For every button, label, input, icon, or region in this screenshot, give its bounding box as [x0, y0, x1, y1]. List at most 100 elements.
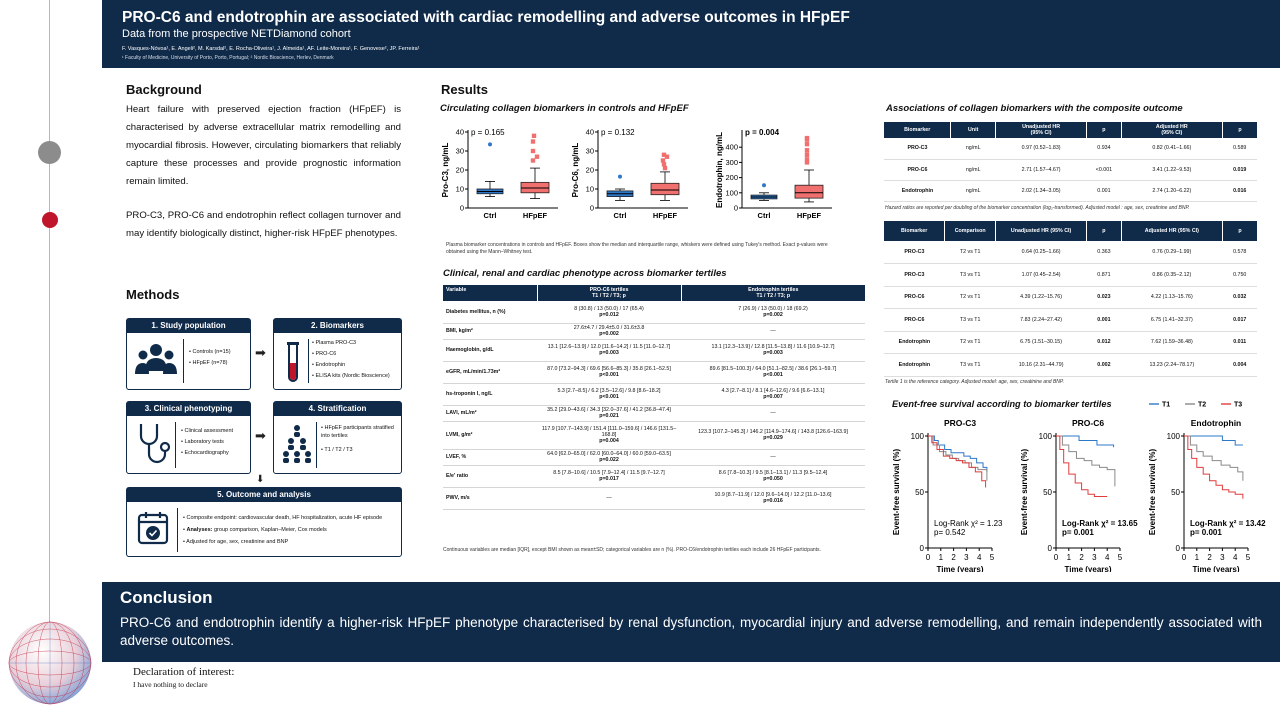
- km-curve-T1: [1184, 435, 1243, 446]
- legend-label-T1: T1: [1162, 402, 1170, 409]
- x-tick-label: 3: [1092, 553, 1097, 562]
- outlier-point: [804, 152, 810, 157]
- y-axis-label: Event-free survival (%): [892, 449, 901, 536]
- table-row: PRO-C6 T2 vs T1 4.39 (1.22–15.76) 0.023 4.22…: [884, 286, 1257, 309]
- table-cell-p: 0.032: [1222, 286, 1257, 309]
- outlier-point: [618, 174, 622, 179]
- table-cell-proc6: —: [537, 487, 681, 510]
- x-tick-label: Ctrl: [758, 211, 771, 220]
- table-cell-p: 0.589: [1222, 138, 1257, 160]
- log-rank-stat: Log-Rank χ² = 1.23: [934, 519, 1003, 528]
- declaration-title: Declaration of interest:: [133, 666, 235, 678]
- table-cell-proc6: 8.5 [7.8–10.6] / 10.5 [7.9–12.4] / 11.5 …: [537, 465, 681, 488]
- table-cell-adjusted-hr: 0.76 (0.29–1.99): [1121, 241, 1223, 264]
- background-heading: Background: [126, 82, 202, 97]
- column-header: Adjusted HR (95% CI): [1121, 221, 1224, 241]
- poster-header: PRO-C6 and endotrophin are associated wi…: [102, 0, 1280, 68]
- table-cell-adjusted-hr: 6.75 (1.41–32.37): [1121, 308, 1223, 332]
- column-header: PRO-C6 tertiles T1 / T2 / T3; p: [537, 285, 682, 301]
- x-axis-label: Time (years): [937, 565, 984, 572]
- column-header: Biomarker: [884, 221, 946, 241]
- method-item: • PRO-C6: [312, 351, 337, 357]
- boxplot-1: 0 10 20 30 40 Pro-C6, ng/mL p = 0.132 Ctrl HFpEF: [571, 128, 688, 220]
- table-cell-p: 0.750: [1222, 263, 1257, 287]
- table-cell-biomarker: Endotrophin: [884, 331, 945, 354]
- association-table: Biomarker Unit Unadjusted HR (95% CI) p A…: [884, 122, 1257, 202]
- y-tick-label: 10: [586, 185, 594, 194]
- km-curve-T2: [928, 435, 988, 481]
- log-rank-stat: Log-Rank χ² = 13.42: [1190, 519, 1266, 528]
- table-cell-adjusted-hr: 4.22 (1.13–15.76): [1121, 286, 1223, 309]
- stethoscope-icon: [139, 424, 171, 464]
- column-header: Endotrophin tertiles T1 / T2 / T3; p: [681, 285, 865, 301]
- method-item: • ELISA kits (Nordic Bioscience): [312, 373, 390, 379]
- boxplots-title: Circulating collagen biomarkers in contr…: [440, 103, 689, 114]
- y-tick-label: 30: [456, 147, 464, 156]
- method-item: • Laboratory tests: [181, 439, 224, 445]
- y-tick-label: 50: [1043, 488, 1052, 497]
- y-tick-label: 40: [456, 128, 464, 137]
- table-cell-endotrophin: 10.9 [8.7–11.9] / 12.0 [9.6–14.0] / 12.2…: [681, 487, 865, 510]
- globe-logo-icon: [8, 621, 92, 705]
- x-axis-label: Time (years): [1065, 565, 1112, 572]
- table-row: LVEF, % 64.0 [62.0–65.0] / 62.0 [60.0–64.…: [443, 449, 865, 466]
- method-items: • Clinical assessment • Laboratory tests…: [181, 426, 233, 459]
- table-cell-proc6: 64.0 [62.0–65.0] / 62.0 [60.0–64.0] / 60…: [537, 449, 681, 466]
- table-cell-p: 0.004: [1222, 353, 1257, 377]
- table-cell-adjusted-hr: 7.62 (1.59–36.48): [1121, 331, 1223, 354]
- sidebar-line: [49, 0, 50, 640]
- table-cell-variable: LVEF, %: [443, 449, 537, 466]
- table-cell-unit: ng/mL: [950, 159, 996, 181]
- x-tick-label: 2: [951, 553, 956, 562]
- declaration-text: I have nothing to declare: [133, 680, 208, 689]
- boxplot-0: 0 10 20 30 40 Pro-C3, ng/mL p = 0.165 Ctrl HFpEF: [441, 128, 558, 220]
- log-rank-p: p= 0.542: [934, 528, 966, 537]
- outlier-point: [530, 139, 536, 144]
- table-row: PRO-C3 ng/mL 0.97 (0.52–1.83) 0.934 0.82 (0.…: [884, 138, 1257, 160]
- table-cell-p: 0.017: [1222, 308, 1257, 332]
- table-cell-variable: Diabetes mellitus, n (%): [443, 301, 537, 324]
- table-cell-adjusted-hr: 3.41 (1.22–9.53): [1121, 159, 1223, 181]
- tertile-table-footnote: Tertile 1 is the reference category. Adj…: [885, 379, 1064, 385]
- outlier-point: [804, 135, 810, 141]
- y-tick-label: 400: [725, 143, 738, 152]
- table-cell-unadjusted-hr: 0.97 (0.52–1.83): [995, 138, 1087, 160]
- association-table-title: Associations of collagen biomarkers with…: [886, 103, 1183, 114]
- column-header: Comparison: [944, 221, 996, 241]
- table-row: hs-troponin I, ng/L 5.3 [2.7–8.5] / 6.2 […: [443, 383, 865, 406]
- table-row: PRO-C3 T3 vs T1 1.07 (0.45–2.54) 0.871 0.86 …: [884, 263, 1257, 287]
- y-axis-label: Endotrophin, ng/mL: [715, 132, 724, 208]
- table-cell-biomarker: PRO-C3: [884, 241, 945, 264]
- km-legend: T1 T2 T3: [1149, 402, 1242, 409]
- divider: [183, 339, 184, 383]
- method-items: • Plasma PRO-C3 • PRO-C6 • Endotrophin •…: [312, 338, 390, 382]
- table-cell-p: 0.934: [1086, 138, 1122, 160]
- x-tick-label: 0: [1054, 553, 1059, 562]
- p-value-label: p = 0.004: [745, 128, 780, 137]
- table-cell-adjusted-hr: 2.74 (1.20–6.22): [1121, 180, 1223, 202]
- table-cell-unadjusted-hr: 4.39 (1.22–15.76): [995, 286, 1087, 309]
- y-axis-label: Pro-C6, ng/mL: [571, 143, 580, 198]
- conclusion-banner: Conclusion PRO-C6 and endotrophin identi…: [102, 582, 1280, 662]
- y-tick-label: 200: [725, 173, 738, 182]
- table-cell-proc6: 27.6±4.7 / 29.4±5.0 / 31.6±3.8 p=0.002: [537, 323, 681, 340]
- calendar-check-icon: [137, 512, 169, 545]
- method-item: • HFpEF participants stratified into ter…: [321, 425, 394, 439]
- divider: [175, 422, 176, 468]
- column-header: p: [1222, 221, 1257, 241]
- y-tick-label: 0: [1048, 544, 1053, 553]
- boxplot-panel: 0 10 20 30 40 Pro-C3, ng/mL p = 0.165 Ctrl HFpEF…: [441, 128, 832, 220]
- phenotype-table: Variable PRO-C6 tertiles T1 / T2 / T3; p …: [443, 285, 865, 510]
- table-cell-adjusted-hr: 0.82 (0.41–1.66): [1121, 138, 1223, 160]
- outlier-point: [660, 158, 666, 163]
- table-cell-unadjusted-hr: 10.16 (2.31–44.79): [995, 353, 1087, 377]
- table-cell-unadjusted-hr: 7.83 (2.24–27.42): [995, 308, 1087, 332]
- association-table-footnote: Hazard ratios are reported per doubling …: [885, 205, 1190, 211]
- km-chart-title: PRO-C3: [944, 418, 976, 428]
- log-rank-stat: Log-Rank χ² = 13.65: [1062, 519, 1138, 528]
- table-cell-biomarker: PRO-C6: [884, 159, 951, 181]
- table-cell-p: 0.001: [1086, 180, 1122, 202]
- red-dot-icon: [42, 212, 58, 228]
